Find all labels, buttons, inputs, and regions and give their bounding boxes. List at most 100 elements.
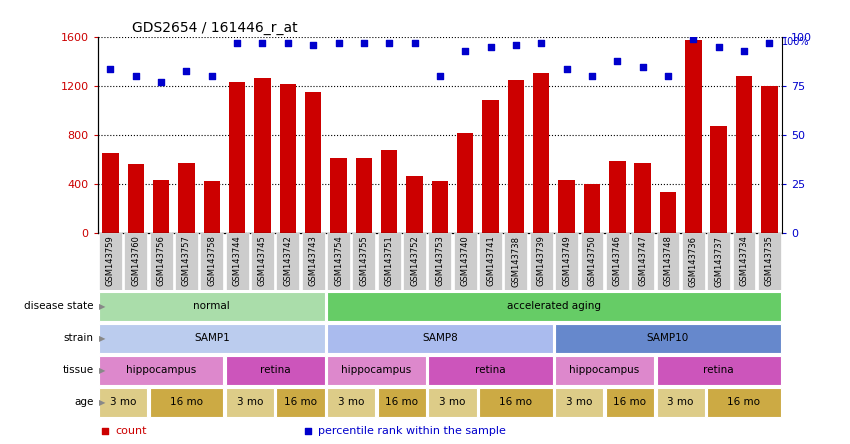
Bar xyxy=(150,233,173,290)
Bar xyxy=(555,233,578,290)
Bar xyxy=(175,233,198,290)
Bar xyxy=(377,388,426,416)
Point xyxy=(636,63,649,70)
Text: 3 mo: 3 mo xyxy=(566,397,592,407)
Bar xyxy=(581,233,604,290)
Text: ▶: ▶ xyxy=(99,366,106,375)
Text: GSM143759: GSM143759 xyxy=(106,235,115,286)
Point xyxy=(711,44,725,51)
Text: GSM143758: GSM143758 xyxy=(207,235,216,286)
Text: GSM143755: GSM143755 xyxy=(360,235,368,286)
Bar xyxy=(99,356,224,385)
Text: 16 mo: 16 mo xyxy=(500,397,532,407)
Text: GSM143760: GSM143760 xyxy=(131,235,140,286)
Text: 16 mo: 16 mo xyxy=(170,397,203,407)
Point xyxy=(484,44,497,51)
Point xyxy=(104,65,117,72)
Text: 3 mo: 3 mo xyxy=(110,397,136,407)
Text: SAMP1: SAMP1 xyxy=(194,333,230,343)
Bar xyxy=(758,233,781,290)
Bar xyxy=(507,80,524,233)
Text: hippocampus: hippocampus xyxy=(570,365,640,375)
Text: percentile rank within the sample: percentile rank within the sample xyxy=(318,426,506,436)
Point xyxy=(306,42,320,49)
Bar xyxy=(99,233,122,290)
Text: GSM143752: GSM143752 xyxy=(410,235,419,286)
Bar xyxy=(355,158,372,233)
Bar xyxy=(305,91,321,233)
Bar xyxy=(178,163,195,233)
Text: GSM143757: GSM143757 xyxy=(182,235,191,286)
Bar xyxy=(226,388,274,416)
Text: GSM143744: GSM143744 xyxy=(233,235,241,286)
Text: GDS2654 / 161446_r_at: GDS2654 / 161446_r_at xyxy=(132,21,298,35)
Bar xyxy=(153,180,169,233)
Text: GSM143738: GSM143738 xyxy=(512,235,520,286)
Bar xyxy=(124,233,147,290)
Text: GSM143740: GSM143740 xyxy=(461,235,470,286)
Bar xyxy=(656,388,705,416)
Text: retina: retina xyxy=(475,365,506,375)
Text: GSM143756: GSM143756 xyxy=(156,235,166,286)
Text: ▶: ▶ xyxy=(99,302,106,311)
Point xyxy=(737,48,751,55)
Text: 16 mo: 16 mo xyxy=(614,397,647,407)
Bar xyxy=(331,158,347,233)
Point xyxy=(458,48,472,55)
Point xyxy=(155,79,168,86)
Text: hippocampus: hippocampus xyxy=(126,365,196,375)
Text: GSM143743: GSM143743 xyxy=(309,235,318,286)
Text: GSM143734: GSM143734 xyxy=(740,235,749,286)
Point xyxy=(301,428,314,435)
Bar xyxy=(381,150,398,233)
Text: 3 mo: 3 mo xyxy=(439,397,466,407)
Text: disease state: disease state xyxy=(24,301,94,311)
Point xyxy=(762,40,776,47)
Point xyxy=(357,40,371,47)
Bar xyxy=(733,233,756,290)
Bar xyxy=(530,233,552,290)
Point xyxy=(661,73,675,80)
Bar xyxy=(302,233,325,290)
Point xyxy=(256,40,269,47)
Text: GSM143754: GSM143754 xyxy=(334,235,343,286)
Point xyxy=(433,73,446,80)
Bar xyxy=(482,99,499,233)
Text: ▶: ▶ xyxy=(99,398,106,407)
Text: normal: normal xyxy=(194,301,230,311)
Text: GSM143749: GSM143749 xyxy=(562,235,571,286)
Text: 3 mo: 3 mo xyxy=(236,397,263,407)
Bar xyxy=(555,388,604,416)
Point xyxy=(205,73,218,80)
Bar xyxy=(454,233,477,290)
Text: GSM143753: GSM143753 xyxy=(435,235,445,286)
Bar xyxy=(203,182,220,233)
Bar xyxy=(377,233,400,290)
Point xyxy=(535,40,548,47)
Point xyxy=(179,67,193,74)
Bar xyxy=(99,324,325,353)
Bar xyxy=(533,73,549,233)
Bar xyxy=(201,233,224,290)
Text: retina: retina xyxy=(260,365,291,375)
Text: SAMP8: SAMP8 xyxy=(422,333,458,343)
Bar xyxy=(428,356,552,385)
Text: GSM143737: GSM143737 xyxy=(714,235,723,286)
Text: GSM143751: GSM143751 xyxy=(385,235,394,286)
Text: accelerated aging: accelerated aging xyxy=(507,301,601,311)
Text: GSM143741: GSM143741 xyxy=(486,235,495,286)
Bar xyxy=(555,324,781,353)
Bar xyxy=(226,233,248,290)
Point xyxy=(382,40,396,47)
Bar xyxy=(353,233,375,290)
Text: GSM143747: GSM143747 xyxy=(638,235,647,286)
Text: 16 mo: 16 mo xyxy=(385,397,418,407)
Bar xyxy=(606,233,629,290)
Bar xyxy=(632,233,654,290)
Text: 16 mo: 16 mo xyxy=(728,397,761,407)
Bar xyxy=(327,324,552,353)
Text: GSM143735: GSM143735 xyxy=(765,235,774,286)
Point xyxy=(687,36,700,43)
Bar xyxy=(711,127,727,233)
Point xyxy=(509,42,523,49)
